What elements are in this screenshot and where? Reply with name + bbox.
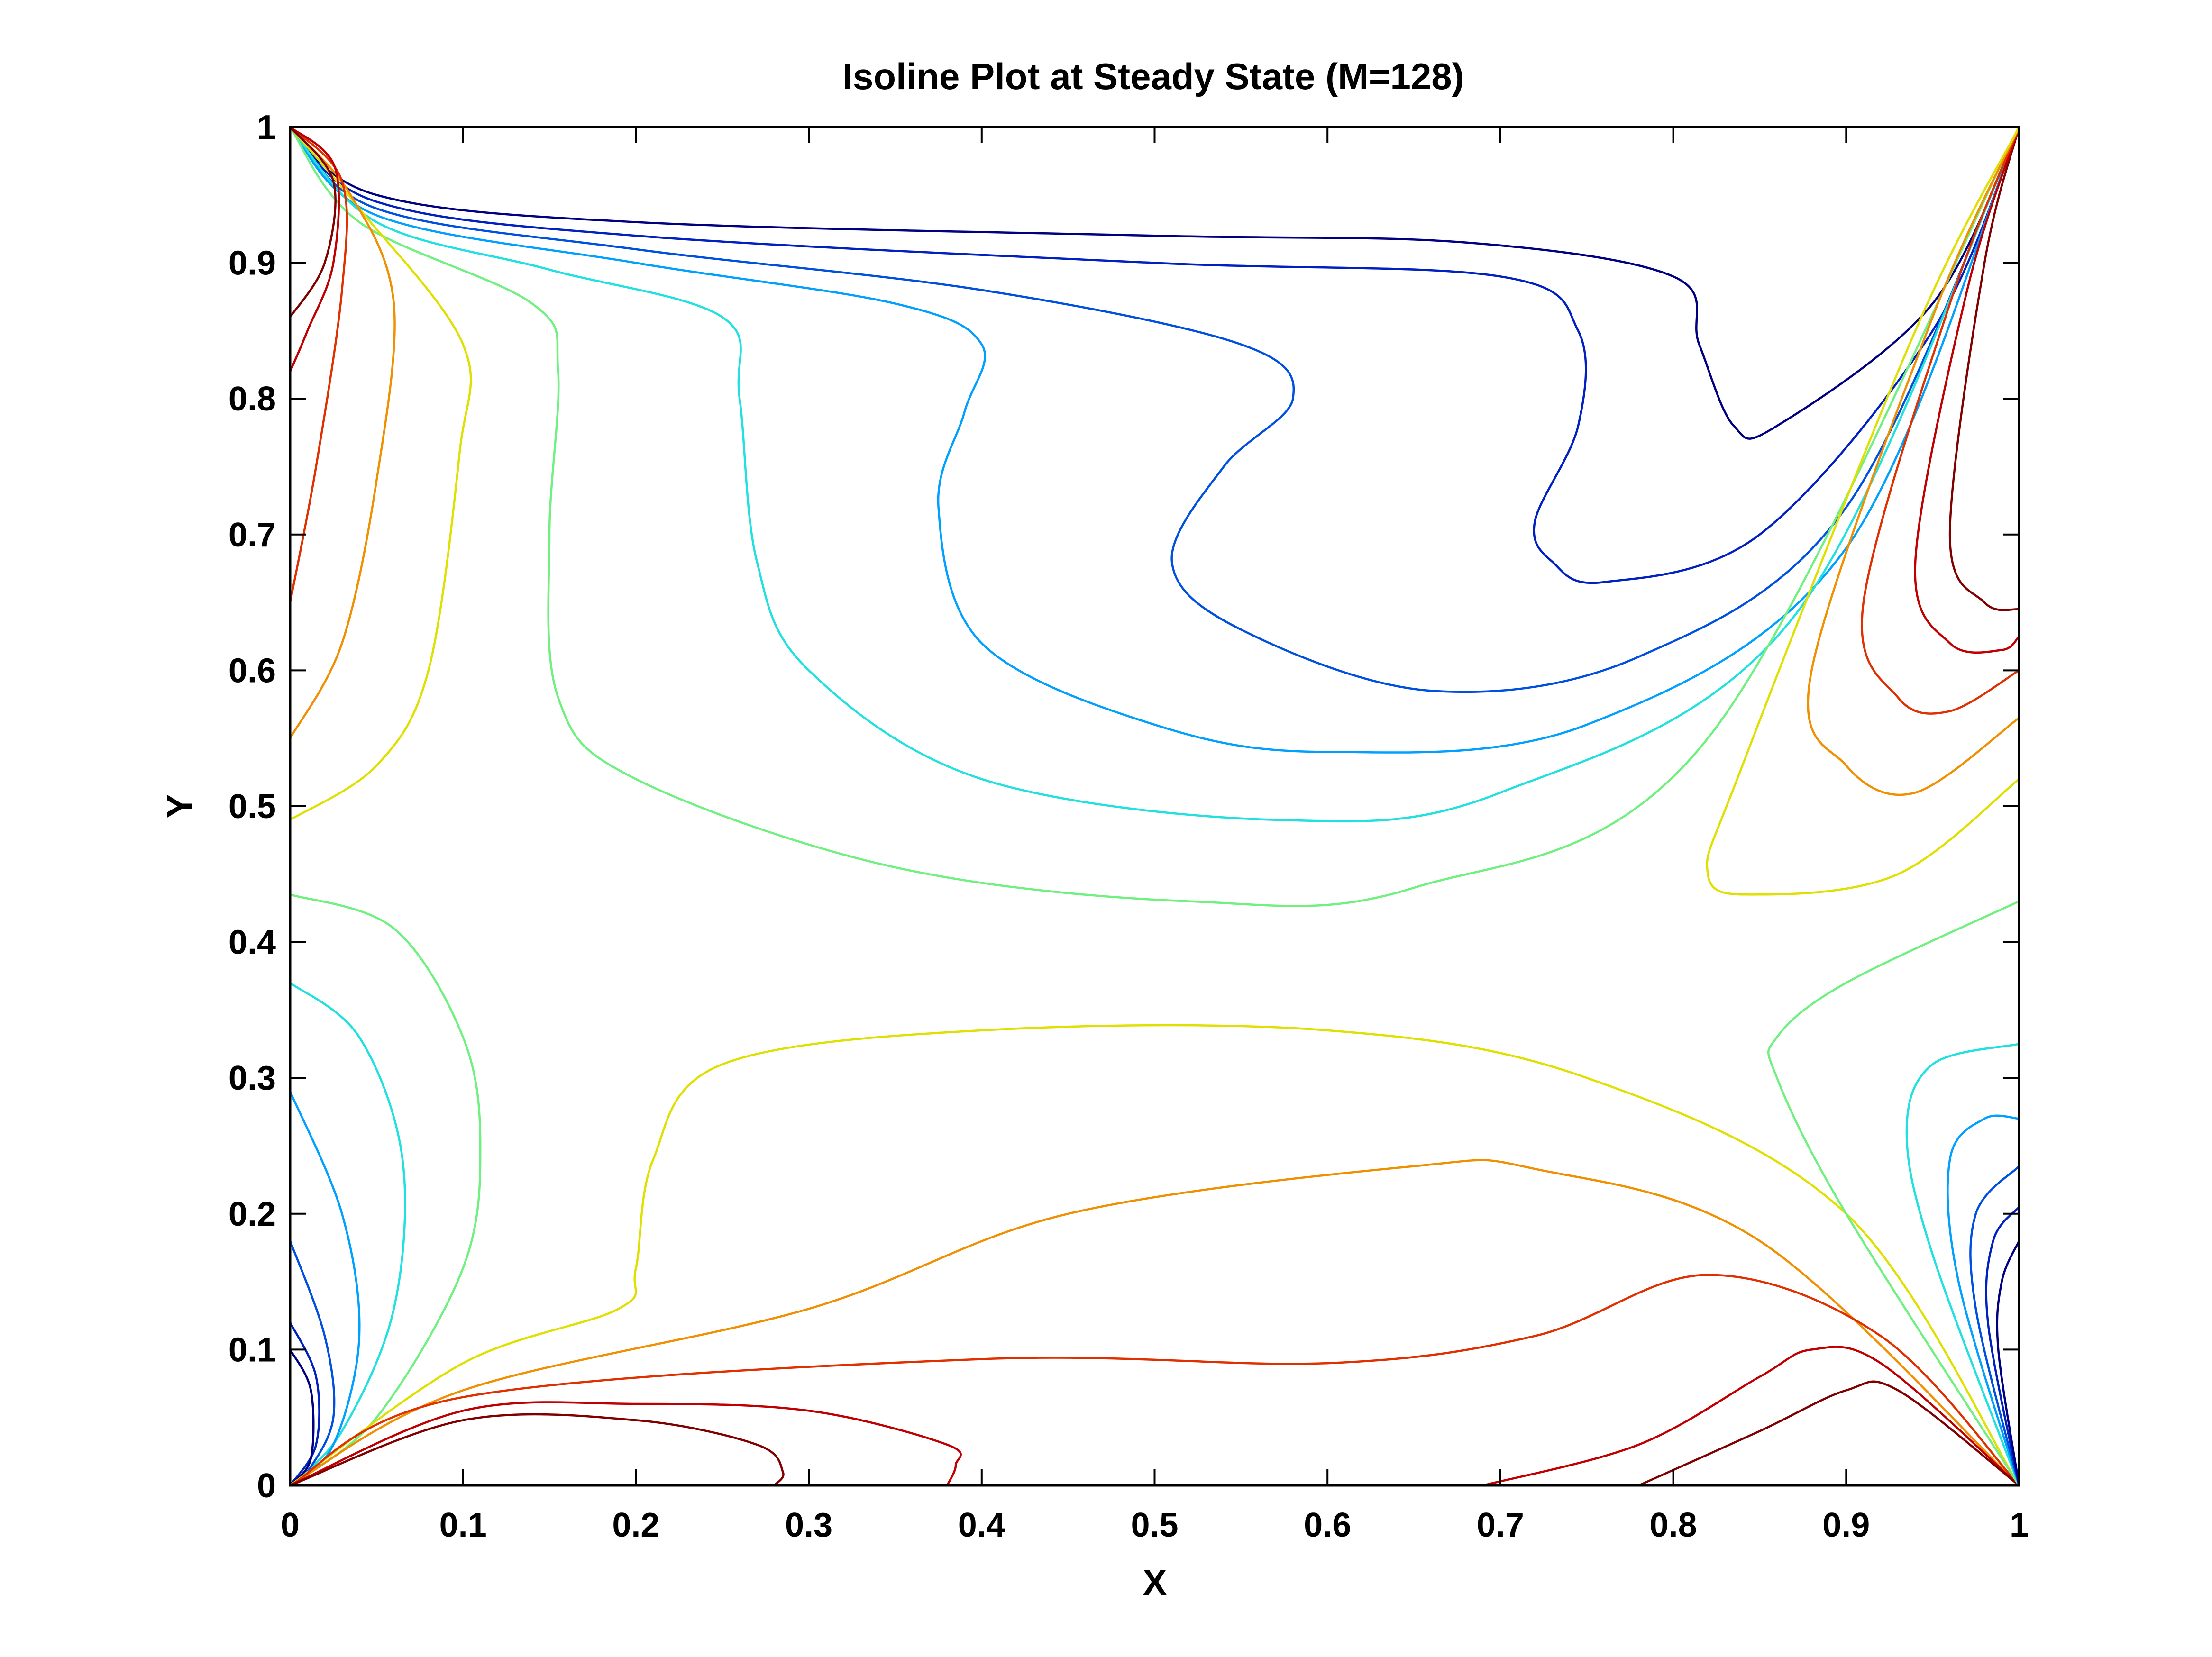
y-tick-label: 0.5 [229, 788, 276, 826]
isoline-3 [290, 127, 2019, 693]
isoline-11 [290, 127, 337, 319]
isoline-8 [290, 127, 396, 739]
y-axis-label: Y [160, 794, 200, 819]
isoline-12 [1948, 127, 2019, 611]
x-tick-labels: 0 0.1 0.2 0.3 0.4 0.5 0.6 0.7 0.8 0.9 1 [281, 1506, 2029, 1544]
y-tick-label: 0 [257, 1467, 276, 1505]
x-tick-label: 1 [2010, 1506, 2029, 1544]
y-tick-label: 0.3 [229, 1059, 276, 1097]
isoline-7 [290, 127, 472, 821]
x-tick-label: 0.2 [612, 1506, 659, 1544]
isoline-15 [1807, 127, 2019, 796]
isoline-19 [290, 1090, 361, 1485]
isoline-33 [1969, 1165, 2019, 1485]
isoline-35 [1996, 1239, 2019, 1485]
y-tick-label: 0.4 [229, 924, 276, 962]
isoline-5 [290, 127, 2019, 823]
x-tick-label: 0.1 [439, 1506, 487, 1544]
isoline-1 [290, 127, 2019, 440]
isoline-16 [1706, 127, 2019, 896]
isoline-4 [290, 127, 2019, 754]
x-tick-label: 0.8 [1650, 1506, 1697, 1544]
isoline-32 [1947, 1114, 2019, 1485]
tick-marks-group [289, 126, 2020, 1486]
plot-frame [289, 126, 2020, 1487]
y-tick-label: 0.1 [229, 1331, 276, 1369]
y-tick-label: 0.7 [229, 516, 276, 554]
y-tick-label: 0.8 [229, 380, 276, 418]
isoline-31 [1905, 1043, 2019, 1485]
isoline-26 [290, 1401, 962, 1485]
isoline-30 [1767, 900, 2019, 1485]
x-tick-label: 0.9 [1822, 1506, 1870, 1544]
x-tick-label: 0.3 [785, 1506, 832, 1544]
chart-title: Isoline Plot at Steady State (M=128) [842, 55, 1464, 97]
isoline-18 [290, 982, 406, 1485]
isoline-21 [290, 1321, 320, 1485]
isoline-34 [1985, 1206, 2019, 1485]
isolines-group [290, 127, 2019, 1485]
isoline-2 [290, 127, 2019, 584]
isoline-13 [1914, 127, 2019, 654]
isoline-10 [290, 127, 340, 373]
isoline-25 [290, 1274, 2019, 1485]
y-tick-label: 1 [257, 109, 276, 146]
isoline-14 [1861, 127, 2019, 715]
isoline-24 [290, 1159, 2019, 1485]
isoline-27 [290, 1413, 785, 1485]
x-axis-label: X [1143, 1563, 1167, 1603]
isoline-6 [290, 127, 2019, 907]
isoline-28 [1482, 1346, 2019, 1485]
y-tick-label: 0.2 [229, 1195, 276, 1233]
isoline-17 [290, 893, 482, 1485]
x-tick-label: 0.4 [958, 1506, 1005, 1544]
y-tick-label: 0.6 [229, 652, 276, 690]
isoline-9 [290, 127, 348, 604]
x-tick-label: 0.5 [1131, 1506, 1178, 1544]
y-tick-label: 0.9 [229, 245, 276, 282]
x-tick-label: 0.6 [1304, 1506, 1351, 1544]
isoline-29 [1637, 1380, 2019, 1485]
x-tick-label: 0 [281, 1506, 300, 1544]
y-tick-labels: 0 0.1 0.2 0.3 0.4 0.5 0.6 0.7 0.8 0.9 1 [229, 109, 276, 1505]
isoline-22 [290, 1348, 315, 1485]
isoline-23 [290, 1024, 2019, 1485]
x-tick-label: 0.7 [1477, 1506, 1524, 1544]
